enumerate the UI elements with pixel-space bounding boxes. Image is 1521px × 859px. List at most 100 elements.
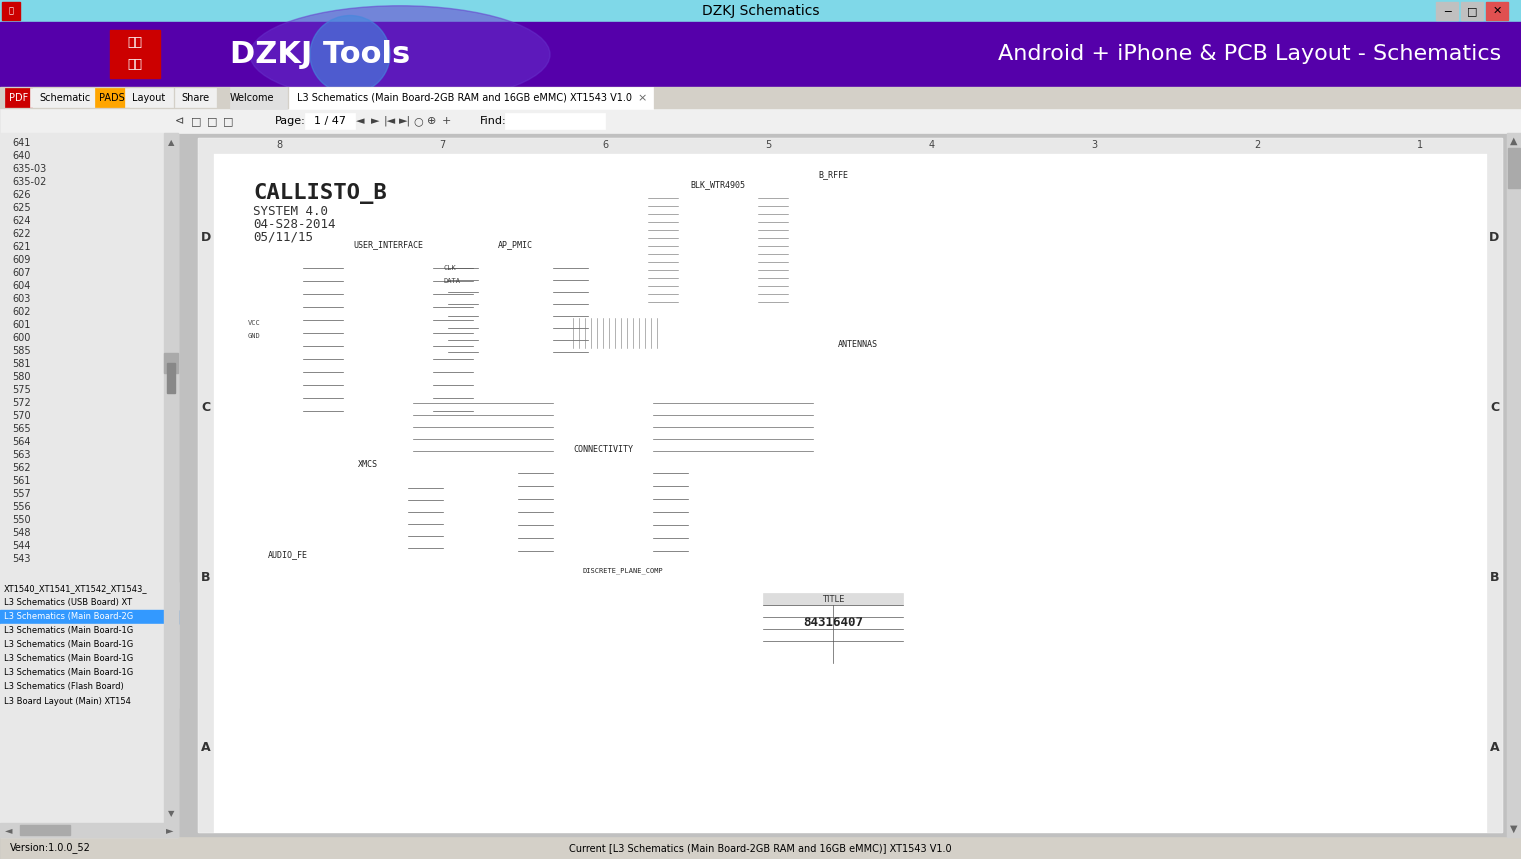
Text: DZKJ Schematics: DZKJ Schematics xyxy=(701,4,820,18)
Text: ►: ► xyxy=(371,116,379,126)
Bar xyxy=(198,138,1503,153)
Text: 564: 564 xyxy=(12,437,30,447)
Text: 640: 640 xyxy=(12,151,30,161)
Text: ◄: ◄ xyxy=(356,116,364,126)
Text: 556: 556 xyxy=(12,502,30,512)
Bar xyxy=(344,253,433,438)
Bar xyxy=(243,563,333,643)
Bar xyxy=(306,113,354,129)
Text: 600: 600 xyxy=(12,333,30,343)
Bar xyxy=(0,610,178,624)
Text: 565: 565 xyxy=(12,424,30,434)
Bar xyxy=(818,353,897,433)
Bar xyxy=(792,183,873,313)
Text: 570: 570 xyxy=(12,411,30,421)
Text: GND: GND xyxy=(248,333,260,339)
Text: 544: 544 xyxy=(12,541,30,551)
Bar xyxy=(678,193,757,303)
Bar xyxy=(554,458,653,578)
Text: 4: 4 xyxy=(928,141,934,150)
Bar xyxy=(0,22,1521,87)
Text: DATA: DATA xyxy=(443,278,459,284)
Text: ►|: ►| xyxy=(399,116,411,126)
Text: 603: 603 xyxy=(12,294,30,304)
Text: ▲: ▲ xyxy=(167,138,175,147)
Text: 3: 3 xyxy=(1092,141,1098,150)
Bar xyxy=(1436,2,1459,20)
Text: 624: 624 xyxy=(12,216,30,226)
Text: L3 Schematics (Main Board-2G: L3 Schematics (Main Board-2G xyxy=(5,612,134,622)
Text: 601: 601 xyxy=(12,320,30,330)
Text: L3 Schematics (Main Board-1G: L3 Schematics (Main Board-1G xyxy=(5,655,134,663)
Text: C: C xyxy=(201,401,210,414)
Text: A: A xyxy=(201,740,210,753)
Bar xyxy=(478,253,554,373)
Ellipse shape xyxy=(249,6,551,103)
Text: 607: 607 xyxy=(12,268,30,278)
Bar xyxy=(175,88,216,107)
Text: 609: 609 xyxy=(12,255,30,265)
Bar xyxy=(1488,153,1503,832)
Text: 6: 6 xyxy=(602,141,608,150)
Text: Welcome: Welcome xyxy=(230,93,275,103)
Text: □: □ xyxy=(207,116,218,126)
Text: D: D xyxy=(1489,231,1500,244)
Bar xyxy=(563,578,683,668)
Text: B: B xyxy=(1489,571,1500,584)
Bar xyxy=(0,652,178,666)
Bar xyxy=(0,133,178,837)
Text: VCC: VCC xyxy=(248,320,260,326)
Text: AUDIO_FE: AUDIO_FE xyxy=(268,550,307,559)
Text: ◄: ◄ xyxy=(5,825,12,835)
Text: 561: 561 xyxy=(12,476,30,486)
Text: B_RFFE: B_RFFE xyxy=(818,170,849,179)
Text: Current [L3 Schematics (Main Board-2GB RAM and 16GB eMMC)] XT1543 V1.0: Current [L3 Schematics (Main Board-2GB R… xyxy=(569,843,952,853)
Text: 585: 585 xyxy=(12,346,30,356)
Text: AP_PMIC: AP_PMIC xyxy=(497,240,532,249)
Text: 635-03: 635-03 xyxy=(12,164,46,174)
Text: Find:: Find: xyxy=(481,116,506,126)
Text: 2: 2 xyxy=(1255,141,1261,150)
Bar xyxy=(329,473,408,573)
Text: ─: ─ xyxy=(1443,6,1451,16)
Text: DZKJ Tools: DZKJ Tools xyxy=(230,40,411,69)
Bar xyxy=(20,825,70,835)
Text: XMCS: XMCS xyxy=(357,460,379,469)
Bar xyxy=(1462,2,1483,20)
Text: ⊲: ⊲ xyxy=(175,116,184,126)
Text: 604: 604 xyxy=(12,281,30,291)
Bar xyxy=(0,582,178,596)
Bar xyxy=(198,138,1503,832)
Text: C: C xyxy=(1491,401,1500,414)
Text: 557: 557 xyxy=(12,489,30,499)
Text: ▼: ▼ xyxy=(167,809,175,818)
Text: 543: 543 xyxy=(12,554,30,564)
Bar xyxy=(94,88,129,107)
Text: ▲: ▲ xyxy=(1510,136,1518,146)
Bar xyxy=(5,88,32,107)
Text: 602: 602 xyxy=(12,307,30,317)
Text: CLK: CLK xyxy=(443,265,456,271)
Text: L3 Schematics (Main Board-1G: L3 Schematics (Main Board-1G xyxy=(5,641,134,649)
Text: 05/11/15: 05/11/15 xyxy=(252,231,313,244)
Text: ▼: ▼ xyxy=(1510,824,1518,834)
Text: L3 Schematics (USB Board) XT: L3 Schematics (USB Board) XT xyxy=(5,599,132,607)
Text: ○: ○ xyxy=(414,116,423,126)
Bar xyxy=(164,353,178,373)
Bar xyxy=(0,823,178,837)
Bar xyxy=(0,87,1521,109)
Text: CONNECTIVITY: CONNECTIVITY xyxy=(573,445,633,454)
Text: 622: 622 xyxy=(12,229,30,239)
Text: 621: 621 xyxy=(12,242,30,252)
Text: 84316407: 84316407 xyxy=(803,617,862,630)
Text: CALLISTO_B: CALLISTO_B xyxy=(252,183,386,204)
Text: L3 Schematics (Main Board-1G: L3 Schematics (Main Board-1G xyxy=(5,668,134,678)
Text: □: □ xyxy=(222,116,233,126)
Text: 641: 641 xyxy=(12,138,30,148)
Text: 572: 572 xyxy=(12,398,30,408)
Text: B: B xyxy=(201,571,210,584)
Text: 562: 562 xyxy=(12,463,30,473)
Bar xyxy=(764,593,903,663)
Bar xyxy=(0,680,178,694)
Text: Share: Share xyxy=(181,93,210,103)
